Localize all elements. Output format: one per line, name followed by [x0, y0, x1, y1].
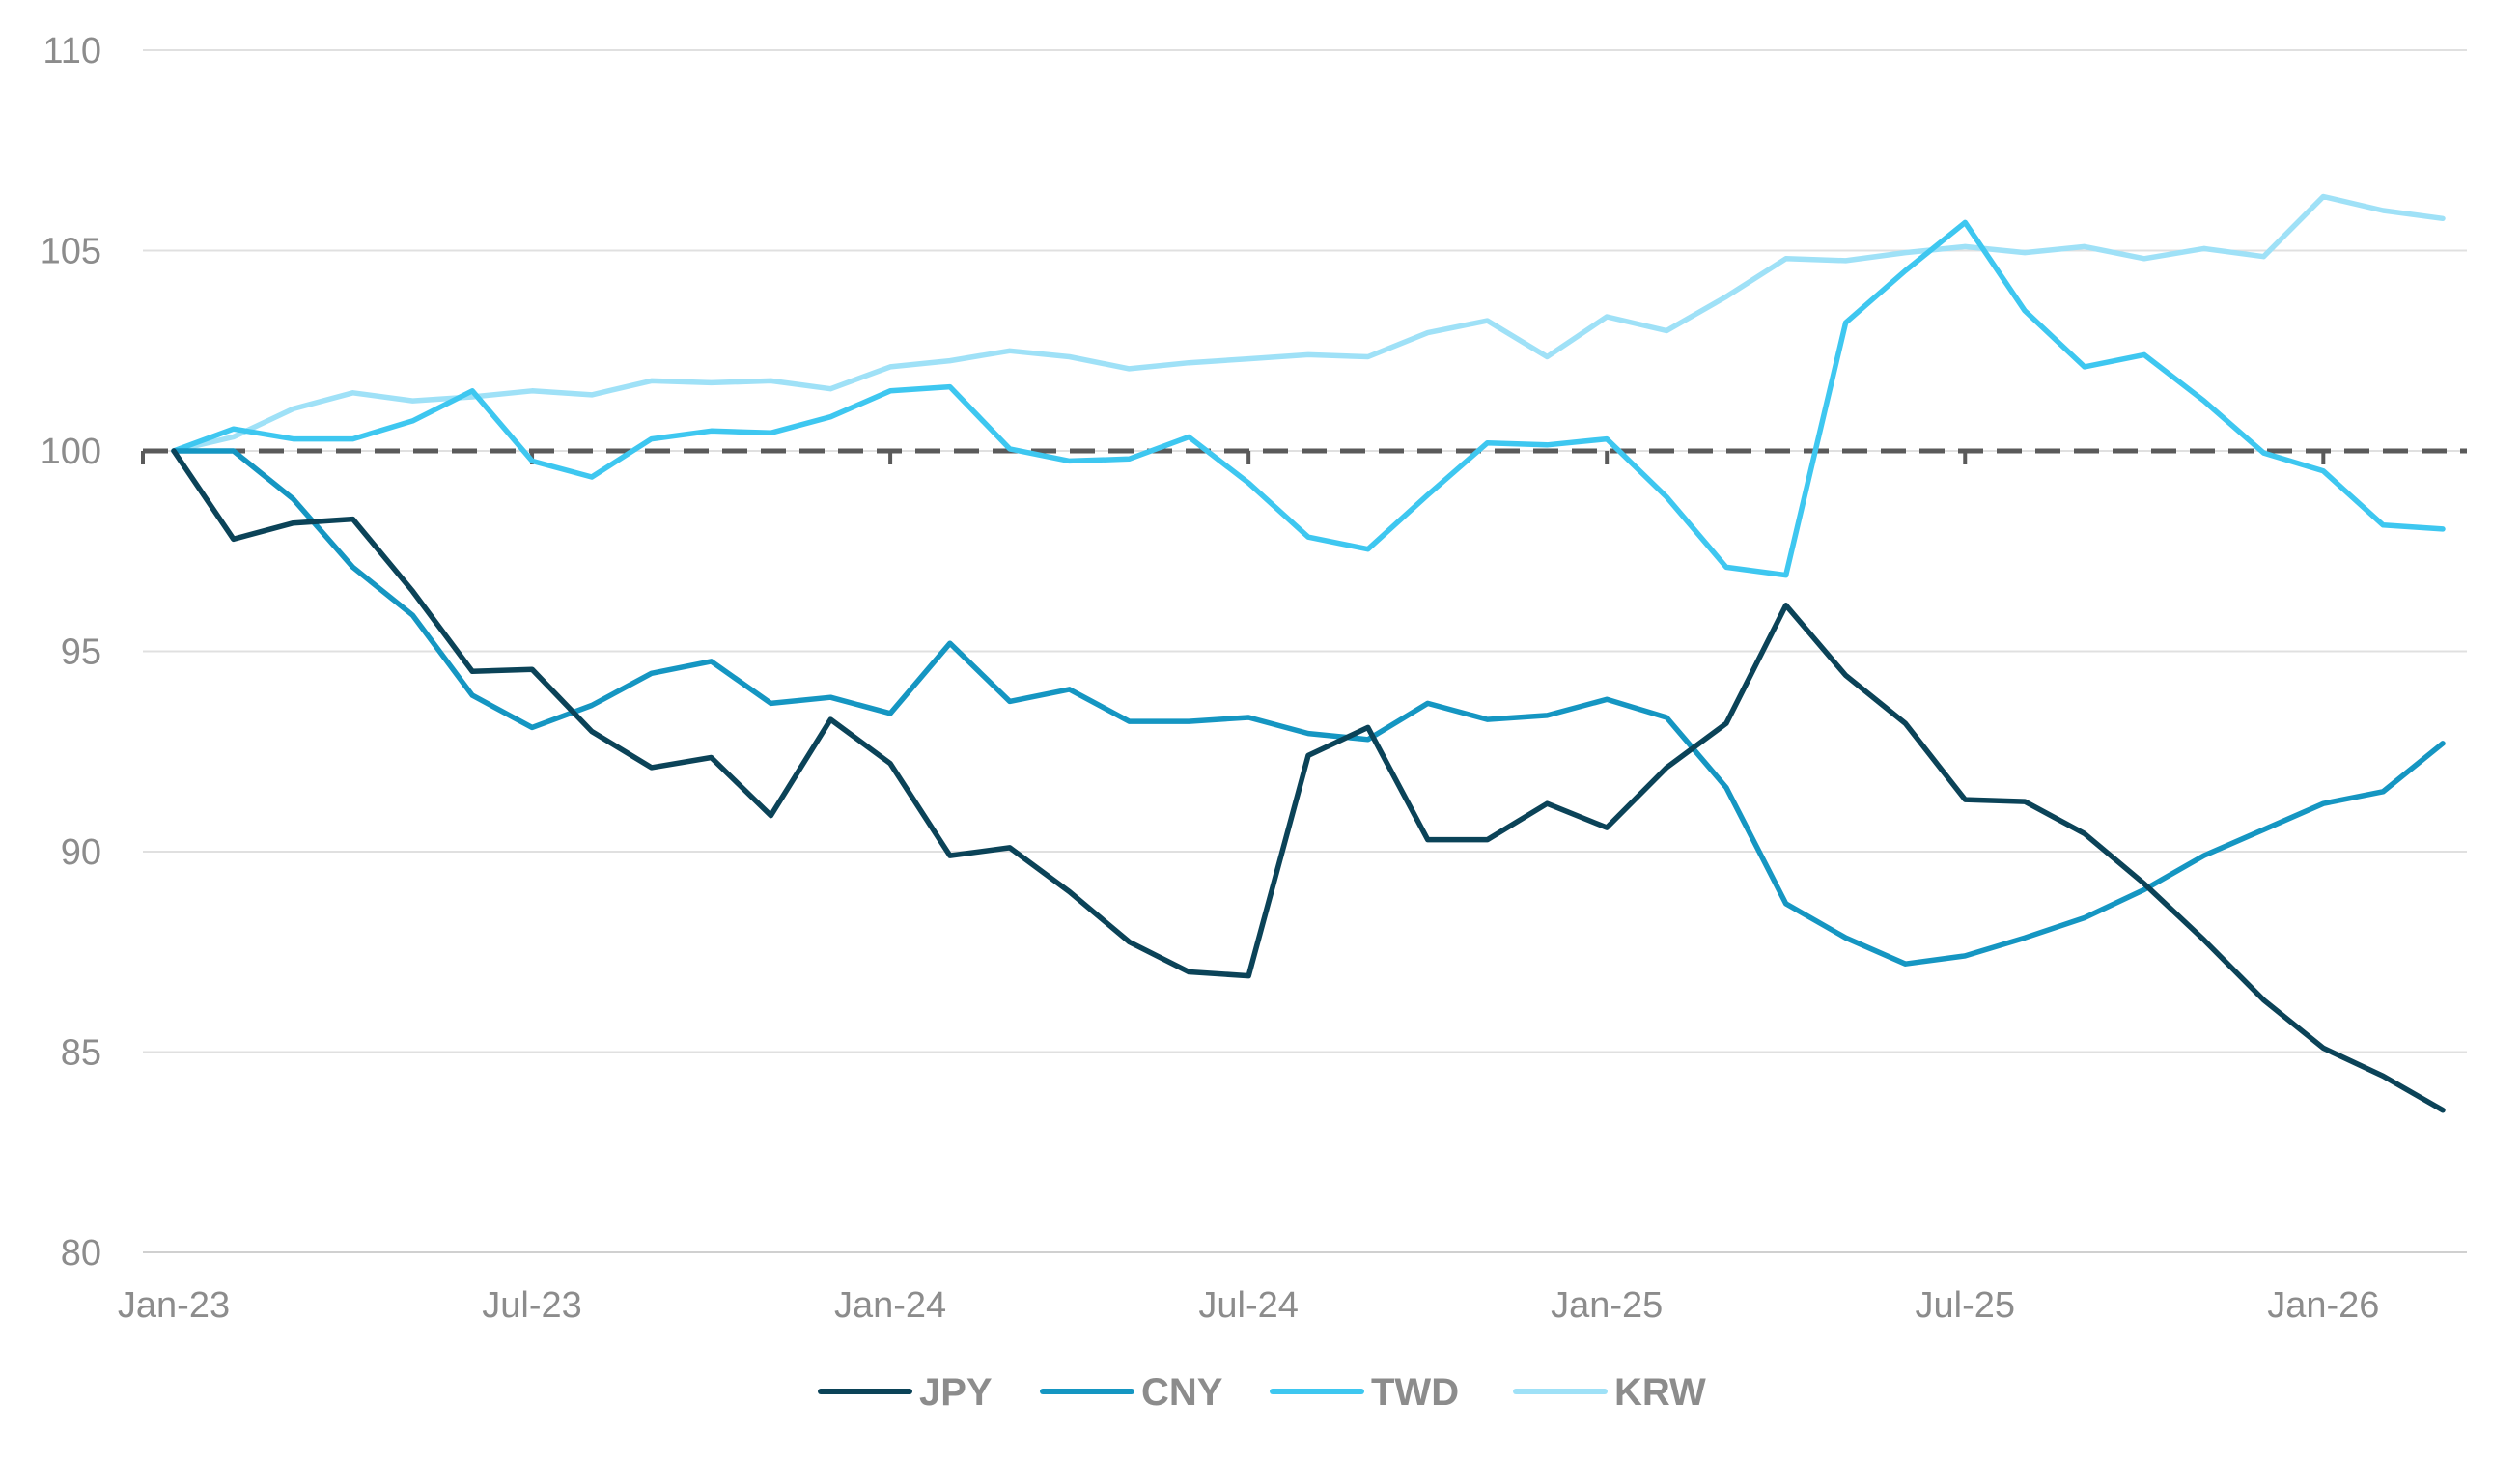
- legend: JPY CNY TWD KRW: [818, 1371, 1706, 1414]
- baseline-reference: [141, 448, 2467, 464]
- x-axis-tick-labels: Jan-23 Jul-23 Jan-24 Jul-24 Jan-25 Jul-25 Jan-…: [118, 1285, 2380, 1326]
- legend-label-cny: CNY: [1141, 1371, 1223, 1414]
- y-tick-label-100: 100: [41, 432, 101, 472]
- series-lines: [171, 193, 2446, 1113]
- y-tick-label-90: 90: [61, 832, 101, 873]
- x-tick-label-jan-24: Jan-24: [834, 1285, 946, 1326]
- series-line-krw: [171, 193, 2446, 454]
- y-tick-label-110: 110: [42, 31, 101, 71]
- x-tick-label-jul-25: Jul-25: [1916, 1285, 2016, 1326]
- y-tick-label-95: 95: [61, 632, 101, 673]
- x-tick-label-jan-26: Jan-26: [2267, 1285, 2379, 1326]
- x-tick-label-jan-25: Jan-25: [1551, 1285, 1663, 1326]
- x-tick-label-jul-23: Jul-23: [482, 1285, 582, 1326]
- legend-label-jpy: JPY: [919, 1371, 993, 1414]
- gridlines: [143, 49, 2467, 1253]
- legend-label-krw: KRW: [1614, 1371, 1706, 1414]
- series-line-twd: [171, 219, 2446, 578]
- series-line-jpy: [171, 448, 2446, 1113]
- x-tick-label-jan-23: Jan-23: [118, 1285, 230, 1326]
- series-line-cny: [171, 448, 2446, 967]
- y-tick-label-80: 80: [61, 1233, 101, 1274]
- legend-label-twd: TWD: [1371, 1371, 1459, 1414]
- y-axis-tick-labels: 80 85 90 95 100 105 110: [41, 31, 101, 1274]
- y-tick-label-105: 105: [41, 232, 101, 272]
- y-tick-label-85: 85: [61, 1033, 101, 1074]
- x-tick-label-jul-24: Jul-24: [1198, 1285, 1299, 1326]
